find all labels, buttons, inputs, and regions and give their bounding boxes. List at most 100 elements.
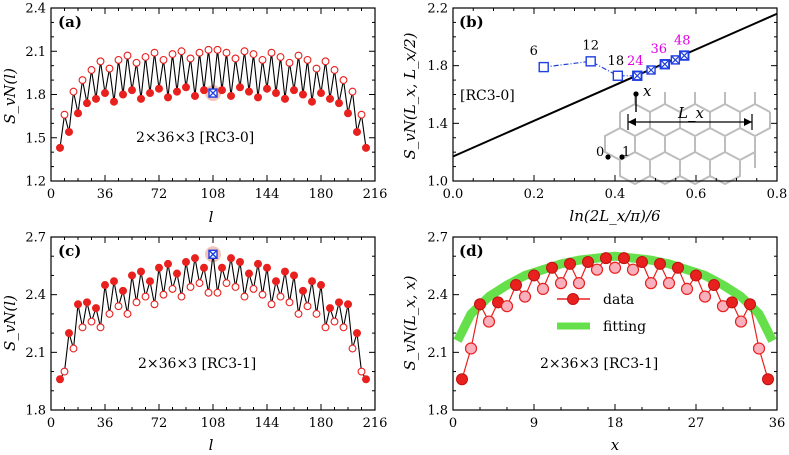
data-point-filled	[726, 296, 738, 309]
x-tick-label: 72	[151, 416, 168, 431]
data-point-open	[60, 367, 69, 376]
data-point-filled	[101, 281, 110, 290]
y-tick-label: 2.4	[427, 288, 448, 303]
data-point-label: 6	[530, 44, 538, 59]
panel-a: 0 36 72 108 144 180 216 1.2 1.5 1.8 2.1 2.4 (a) 2×3…	[1, 2, 387, 227]
legend-data-label: data	[603, 292, 634, 308]
data-point-filled	[56, 375, 65, 384]
data-point-open	[69, 87, 78, 96]
y-tick-label: 1.4	[427, 117, 448, 132]
data-point-filled	[65, 127, 74, 136]
data-point-filled	[307, 277, 316, 286]
data-point-filled	[110, 97, 119, 106]
data-point-filled	[352, 329, 361, 338]
x-tick-label: 0.6	[686, 187, 707, 202]
data-point-open	[204, 45, 213, 54]
y-tick-label: 1.2	[25, 175, 46, 190]
data-point-open	[258, 55, 267, 64]
data-point-open	[330, 66, 339, 74]
y-tick-label: 1.8	[427, 59, 448, 74]
data-point-filled	[154, 84, 163, 93]
legend-data-marker	[567, 293, 579, 305]
crossed-square-cross	[670, 55, 680, 65]
data-point-filled	[83, 298, 92, 307]
data-point-filled	[361, 375, 370, 384]
panel-a-ylabel: S_vN(l)	[1, 68, 19, 124]
panel-d-label: (d)	[459, 242, 484, 260]
data-point-filled	[163, 93, 172, 102]
data-point-filled	[672, 261, 684, 274]
data-point-filled	[325, 94, 334, 103]
data-point-open	[222, 48, 231, 57]
y-tick-label: 2.2	[427, 2, 448, 17]
y-tick-label: 1.8	[427, 404, 448, 419]
data-point-filled	[190, 254, 199, 263]
data-point-open	[330, 317, 339, 326]
lattice-0-label: 0	[596, 145, 604, 160]
data-point-open	[204, 288, 213, 297]
data-point-filled	[145, 277, 154, 286]
y-tick-label: 2.7	[427, 231, 448, 246]
data-point-open	[518, 290, 532, 303]
panel-d-ylabel: S_vN(L_x, x)	[401, 275, 419, 370]
data-point-open	[698, 290, 712, 303]
data-point-filled	[618, 252, 630, 265]
data-point-filled	[127, 86, 136, 95]
data-point-open	[222, 279, 231, 288]
data-point-open	[60, 110, 69, 119]
data-point-filled	[74, 109, 83, 118]
data-point-filled	[253, 259, 262, 268]
y-tick-label: 2.1	[25, 45, 46, 60]
data-point-filled	[316, 89, 325, 98]
data-point-filled	[217, 86, 226, 95]
marked-point-cross	[208, 88, 218, 98]
panel-a-ticks: 0 36 72 108 144 180 216 1.2 1.5 1.8 2.1 2.4	[25, 2, 387, 203]
x-tick-label: 144	[255, 416, 280, 431]
lattice-1-label: 1	[622, 145, 630, 160]
data-point-label: 36	[651, 42, 668, 57]
panel-d-annotation: 2×36×3 [RC3-1]	[540, 356, 658, 372]
data-point-filled	[83, 99, 92, 108]
data-point-open	[240, 292, 249, 301]
data-point-open	[258, 290, 267, 299]
data-point-open	[78, 323, 87, 332]
data-point-open	[231, 283, 240, 291]
panel-b-ticks: 0.0 0.2 0.4 0.6 0.8 1.0 1.4 1.8 2.2	[427, 2, 787, 203]
data-point-open	[294, 309, 303, 318]
data-point-open	[195, 279, 204, 288]
panel-c-annotation: 2×36×3 [RC3-1]	[138, 356, 256, 372]
data-point-label: 24	[627, 54, 644, 69]
data-point-filled	[65, 329, 74, 338]
data-point-filled	[510, 279, 522, 292]
fitting-curve	[453, 251, 777, 343]
data-point-open	[150, 48, 159, 57]
x-tick-label: 0.0	[443, 187, 464, 202]
x-tick-label: 0.8	[767, 187, 788, 202]
x-tick-label: 18	[607, 416, 624, 431]
data-point-open	[141, 53, 150, 61]
data-point-open	[141, 292, 150, 301]
data-point-filled	[172, 269, 181, 278]
data-point-filled	[119, 286, 128, 295]
data-point-open	[276, 53, 285, 61]
data-point-filled	[289, 86, 298, 95]
data-point-filled	[154, 263, 163, 272]
data-point-open	[662, 277, 676, 290]
x-tick-label: 9	[530, 416, 538, 431]
data-point-label: 18	[608, 54, 625, 69]
panel-b: 6 12 18 24 36 48 x 0 1 L_x 0.0 0.2 0.4 0.6 0.8 1.0…	[401, 2, 787, 226]
lattice-origin-1	[619, 154, 625, 160]
data-point-filled	[280, 267, 289, 276]
data-point-open	[285, 58, 294, 67]
data-point-open	[105, 64, 114, 73]
data-point-open	[339, 76, 348, 85]
data-point-filled	[343, 300, 352, 309]
data-point-filled	[145, 89, 154, 98]
data-point-open	[78, 76, 87, 85]
data-point-filled	[235, 257, 244, 266]
data-point-open	[321, 57, 330, 66]
data-point-filled	[298, 286, 307, 295]
data-point-open	[240, 47, 249, 56]
data-point-filled	[92, 94, 101, 103]
data-point-label: 48	[674, 34, 691, 49]
